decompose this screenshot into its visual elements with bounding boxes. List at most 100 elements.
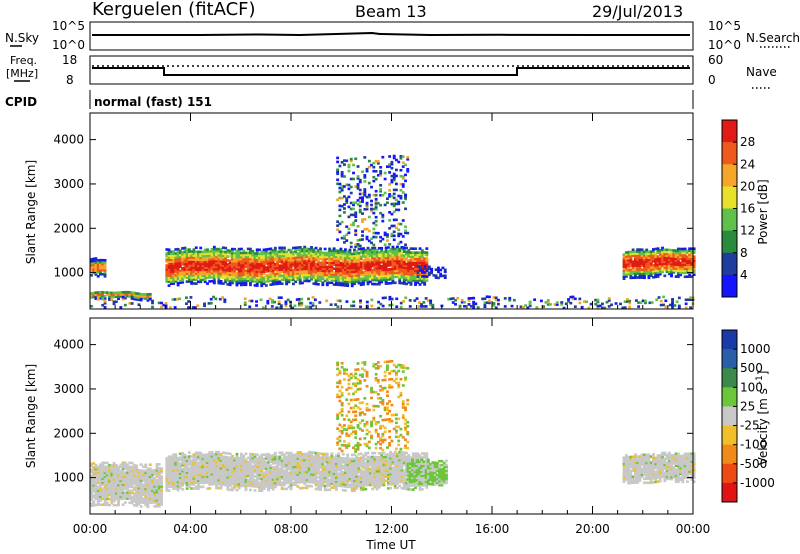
echo-cell	[328, 281, 332, 285]
echo-cell	[181, 468, 185, 471]
echo-cell	[94, 263, 98, 266]
echo-cell	[379, 172, 383, 175]
echo-cell	[112, 468, 116, 471]
echo-cell	[310, 455, 313, 458]
echo-cell	[335, 253, 338, 256]
echo-cell	[400, 274, 404, 277]
echo-cell	[330, 279, 334, 282]
echo-cell	[357, 273, 361, 277]
echo-cell	[133, 496, 136, 499]
echo-cell	[380, 260, 384, 264]
echo-cell	[328, 257, 332, 261]
echo-cell	[364, 254, 368, 258]
echo-cell	[130, 497, 134, 501]
echo-cell	[183, 461, 187, 465]
echo-cell	[330, 267, 334, 270]
echo-cell	[375, 252, 379, 256]
echo-cell	[432, 274, 436, 277]
echo-cell	[443, 276, 447, 279]
echo-cell	[264, 483, 268, 486]
echo-cell	[133, 474, 136, 477]
echo-cell	[296, 256, 300, 259]
echo-cell	[390, 303, 394, 307]
echo-cell	[203, 278, 207, 282]
echo-cell	[157, 497, 161, 500]
echo-cell	[271, 283, 275, 286]
echo-cell	[249, 480, 252, 484]
echo-cell	[137, 490, 141, 494]
echo-cell	[190, 264, 194, 267]
echo-cell	[463, 301, 466, 304]
echo-cell	[645, 252, 649, 256]
echo-cell	[237, 267, 241, 271]
echo-cell	[203, 272, 207, 276]
echo-cell	[271, 468, 275, 471]
echo-cell	[622, 267, 626, 270]
echo-cell	[269, 247, 273, 251]
echo-cell	[622, 275, 626, 278]
echo-cell	[197, 266, 200, 270]
echo-cell	[117, 495, 120, 499]
echo-cell	[221, 274, 225, 277]
echo-cell	[334, 303, 338, 306]
echo-cell	[105, 503, 109, 507]
echo-cell	[260, 463, 264, 467]
echo-cell	[105, 479, 109, 483]
echo-cell	[688, 273, 692, 276]
echo-cell	[248, 299, 252, 303]
echo-cell	[365, 304, 369, 308]
echo-cell	[400, 248, 404, 251]
echo-cell	[384, 246, 388, 250]
echo-cell	[283, 471, 286, 475]
echo-cell	[188, 455, 191, 458]
echo-cell	[264, 256, 268, 259]
echo-cell	[364, 262, 368, 266]
echo-cell	[339, 253, 343, 257]
echo-cell	[314, 246, 318, 250]
echo-cell	[662, 303, 665, 307]
echo-cell	[206, 262, 209, 265]
echo-cell	[643, 264, 646, 268]
echo-cell	[185, 467, 189, 470]
echo-cell	[348, 268, 352, 272]
echo-cell	[217, 253, 221, 257]
echo-cell	[201, 465, 205, 469]
echo-cell	[384, 256, 388, 260]
echo-cell	[346, 250, 350, 254]
echo-cell	[244, 478, 248, 482]
echo-cell	[283, 266, 286, 270]
echo-cell	[273, 461, 277, 465]
echo-cell	[352, 300, 356, 304]
echo-cell	[583, 300, 586, 303]
echo-cell	[99, 483, 102, 486]
echo-cell	[92, 496, 96, 499]
echo-cell	[278, 473, 282, 476]
echo-cell	[292, 272, 295, 276]
echo-cell	[307, 247, 311, 251]
echo-cell	[269, 269, 273, 273]
echo-cell	[658, 254, 662, 258]
echo-cell	[126, 495, 130, 498]
echo-cell	[368, 268, 372, 272]
echo-cell	[380, 280, 384, 284]
echo-cell	[157, 487, 161, 490]
echo-cell	[649, 270, 653, 273]
echo-cell	[346, 278, 350, 282]
echo-cell	[228, 480, 232, 484]
echo-cell	[301, 468, 304, 472]
echo-cell	[384, 274, 388, 278]
echo-cell	[301, 466, 304, 470]
echo-cell	[110, 464, 114, 467]
echo-cell	[174, 479, 178, 482]
echo-cell	[215, 474, 218, 478]
echo-cell	[344, 268, 347, 271]
echo-cell	[249, 273, 252, 277]
echo-cell	[634, 260, 637, 263]
echo-cell	[190, 487, 194, 490]
echo-cell	[176, 484, 180, 488]
echo-cell	[188, 274, 191, 277]
echo-cell	[607, 297, 611, 300]
echo-cell	[364, 252, 368, 256]
echo-cell	[467, 303, 471, 306]
echo-cell	[434, 274, 438, 277]
